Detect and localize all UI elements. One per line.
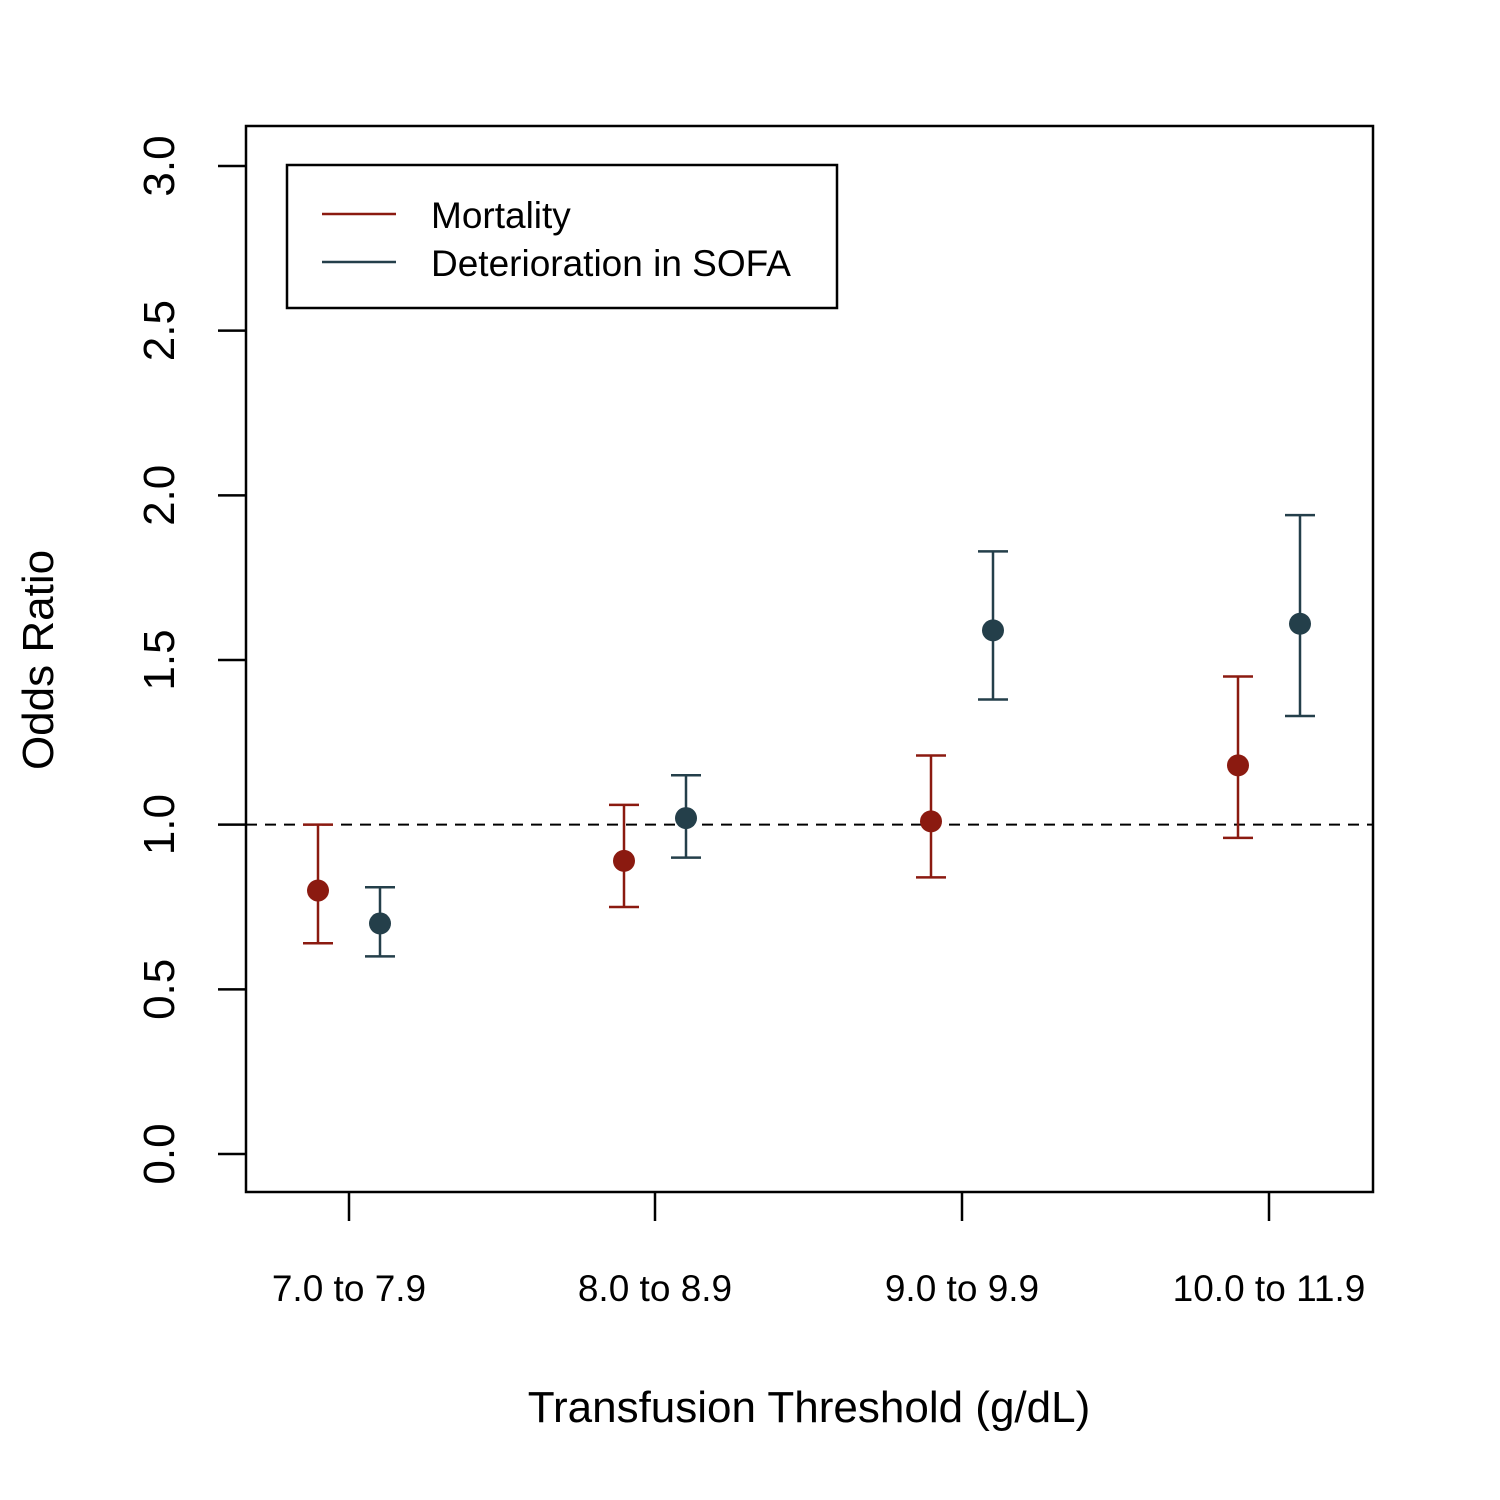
x-axis: 7.0 to 7.9 8.0 to 8.9 9.0 to 9.9 10.0 to 11… bbox=[272, 1192, 1366, 1309]
y-tick-label: 0.5 bbox=[135, 959, 184, 1020]
series-mortality bbox=[303, 675, 1253, 945]
x-tick-label: 7.0 to 7.9 bbox=[272, 1268, 426, 1309]
x-tick-label: 10.0 to 11.9 bbox=[1173, 1268, 1366, 1309]
y-tick-label: 3.0 bbox=[135, 135, 184, 196]
legend: Mortality Deterioration in SOFA bbox=[285, 163, 839, 310]
y-tick-label: 0.0 bbox=[135, 1123, 184, 1184]
y-axis: 0.0 0.5 1.0 1.5 2.0 2.5 3.0 bbox=[135, 135, 246, 1185]
y-tick-label: 2.5 bbox=[135, 300, 184, 361]
y-tick-label: 1.0 bbox=[135, 794, 184, 855]
y-axis-title: Odds Ratio bbox=[14, 550, 63, 770]
data-point bbox=[613, 849, 635, 872]
legend-label-mortality: Mortality bbox=[431, 195, 571, 236]
x-tick-label: 9.0 to 9.9 bbox=[885, 1268, 1039, 1309]
data-point bbox=[675, 807, 697, 830]
y-tick-label: 1.5 bbox=[135, 629, 184, 690]
series-sofa bbox=[365, 513, 1315, 958]
chart-marks bbox=[303, 513, 1315, 958]
data-point bbox=[920, 810, 942, 833]
data-point bbox=[307, 879, 329, 902]
legend-label-sofa: Deterioration in SOFA bbox=[431, 243, 791, 284]
y-tick-label: 2.0 bbox=[135, 465, 184, 526]
data-point bbox=[1289, 612, 1311, 635]
legend-box bbox=[285, 163, 839, 310]
data-point bbox=[982, 619, 1004, 642]
x-tick-label: 8.0 to 8.9 bbox=[578, 1268, 732, 1309]
x-axis-title: Transfusion Threshold (g/dL) bbox=[528, 1383, 1091, 1432]
data-point bbox=[369, 912, 391, 935]
data-point bbox=[1227, 754, 1249, 777]
